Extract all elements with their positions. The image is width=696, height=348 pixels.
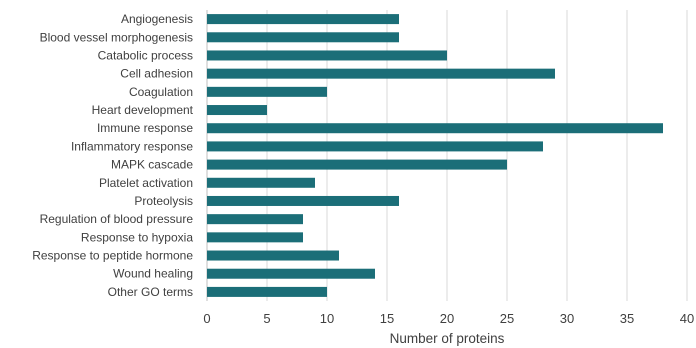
x-tick-label: 0	[203, 311, 210, 326]
category-label: Catabolic process	[98, 48, 193, 62]
bar	[207, 50, 447, 61]
category-label: Other GO terms	[108, 285, 193, 299]
category-label: MAPK cascade	[111, 158, 193, 172]
bar	[207, 86, 327, 97]
x-tick-label: 40	[680, 311, 694, 326]
bar	[207, 177, 315, 188]
bar	[207, 32, 399, 43]
category-label: Response to peptide hormone	[32, 249, 193, 263]
x-tick-labels: 0 5 10 15 20 25 30 35 40	[203, 311, 694, 326]
category-label: Heart development	[92, 103, 194, 117]
x-axis-title: Number of proteins	[390, 331, 505, 346]
category-label: Blood vessel morphogenesis	[40, 30, 193, 44]
category-label: Inflammatory response	[71, 139, 193, 153]
bar	[207, 159, 507, 170]
bar	[207, 286, 327, 297]
category-label: Proteolysis	[134, 194, 193, 208]
category-labels: Angiogenesis Blood vessel morphogenesis Ca…	[32, 12, 193, 299]
x-tick-label: 5	[263, 311, 270, 326]
category-label: Immune response	[97, 121, 193, 135]
x-tick-label: 10	[320, 311, 334, 326]
category-label: Response to hypoxia	[81, 230, 193, 244]
x-tick-label: 30	[560, 311, 574, 326]
bar	[207, 214, 303, 225]
x-tick-label: 20	[440, 311, 454, 326]
bar	[207, 250, 339, 261]
x-tick-label: 25	[500, 311, 514, 326]
category-label: Platelet activation	[99, 176, 193, 190]
x-tick-label: 15	[380, 311, 394, 326]
bar	[207, 232, 303, 243]
x-tick-label: 35	[620, 311, 634, 326]
category-label: Angiogenesis	[121, 12, 193, 26]
bar	[207, 105, 267, 116]
bar	[207, 123, 663, 134]
bar	[207, 195, 399, 206]
bars	[207, 14, 663, 297]
category-label: Regulation of blood pressure	[40, 212, 194, 226]
category-label: Wound healing	[113, 267, 193, 281]
category-label: Coagulation	[129, 85, 193, 99]
bar	[207, 268, 375, 279]
category-label: Cell adhesion	[120, 67, 193, 81]
bar	[207, 141, 543, 152]
bar	[207, 14, 399, 25]
bar	[207, 68, 555, 79]
